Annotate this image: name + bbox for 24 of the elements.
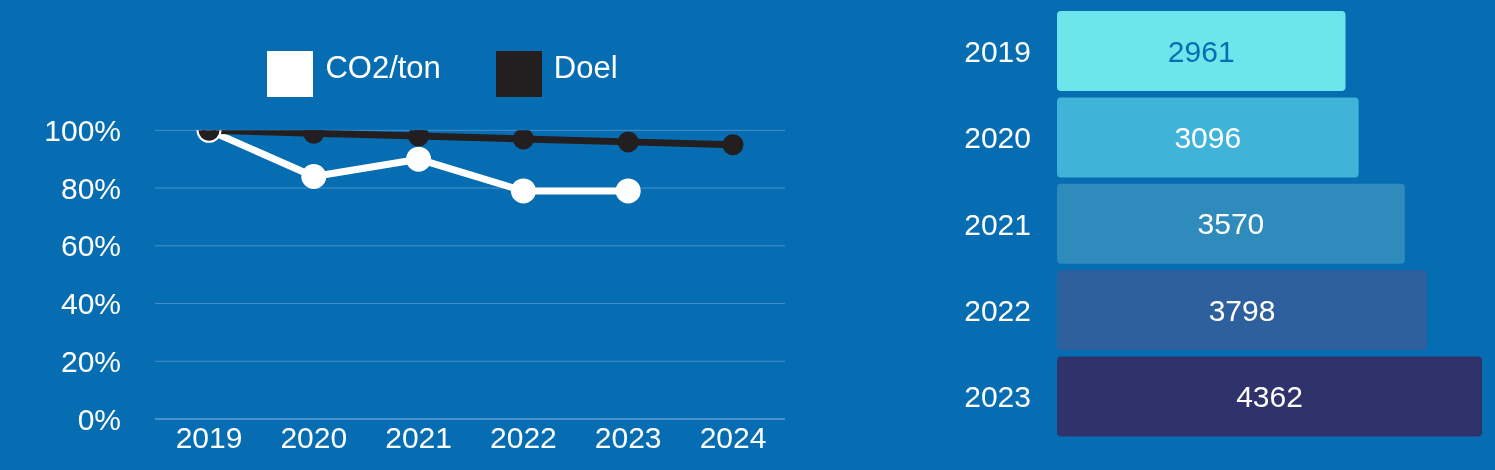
x-tick-label: 2019 — [175, 421, 243, 455]
x-tick-label: 2020 — [280, 421, 348, 455]
y-tick-label: 2023 — [964, 380, 1031, 414]
y-tick-label: 40% — [60, 287, 121, 321]
data-label: 3096 — [1174, 120, 1242, 154]
y-tick-label: 2020 — [964, 121, 1031, 155]
y-tick-label: 2019 — [964, 34, 1031, 68]
x-tick-label: 2022 — [490, 421, 557, 455]
x-tick-label: 2021 — [385, 421, 452, 455]
y-tick-label: 0% — [77, 402, 121, 436]
y-tick-label: 20% — [60, 344, 121, 378]
x-tick-label: 2023 — [594, 421, 662, 455]
y-tick-label: 2021 — [964, 207, 1031, 241]
data-label: 2961 — [1167, 34, 1235, 68]
y-tick-label: 100% — [44, 113, 121, 147]
legend-label: CO2/ton — [325, 50, 441, 85]
data-label: 3570 — [1197, 207, 1265, 241]
y-tick-label: 60% — [60, 229, 121, 263]
legend-label: Doel — [553, 50, 618, 85]
data-label: 3798 — [1208, 293, 1276, 327]
x-tick-label: 2024 — [699, 421, 767, 455]
data-label: 4362 — [1236, 380, 1303, 414]
y-tick-label: 2022 — [964, 294, 1031, 328]
y-tick-label: 80% — [60, 171, 121, 205]
